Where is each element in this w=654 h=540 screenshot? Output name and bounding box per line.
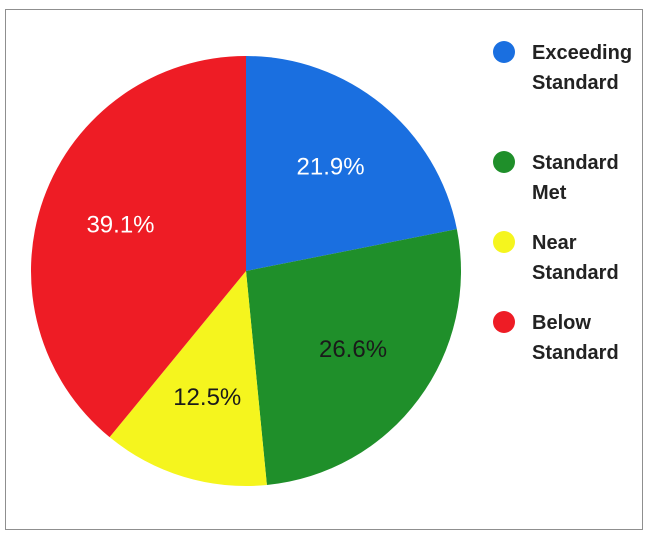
data-label-near-standard: 12.5% <box>173 384 241 411</box>
legend-item-below-standard: Below Standard <box>493 308 619 368</box>
pie-slice-exceeding-standard <box>246 56 457 271</box>
legend-item-standard-met: Standard Met <box>493 148 619 208</box>
data-label-standard-met: 26.6% <box>319 336 387 363</box>
legend-label-below-standard: Below Standard <box>532 312 619 364</box>
legend-swatch-below-standard <box>493 311 515 333</box>
legend-item-near-standard: Near Standard <box>493 228 619 288</box>
legend-swatch-near-standard <box>493 231 515 253</box>
data-label-exceeding-standard: 21.9% <box>297 153 365 180</box>
pie-slice-standard-met <box>246 229 462 485</box>
pie-slice-near-standard <box>109 271 267 486</box>
legend-label-standard-met: Standard Met <box>532 152 619 204</box>
data-label-below-standard: 39.1% <box>86 211 154 238</box>
pie-slice-below-standard <box>31 56 247 438</box>
legend-label-exceeding-standard: Exceeding Standard <box>532 42 633 94</box>
legend-item-exceeding-standard: Exceeding Standard <box>493 38 632 98</box>
legend-swatch-exceeding-standard <box>493 41 515 63</box>
legend-swatch-standard-met <box>493 151 515 173</box>
legend-label-near-standard: Near Standard <box>532 232 619 284</box>
